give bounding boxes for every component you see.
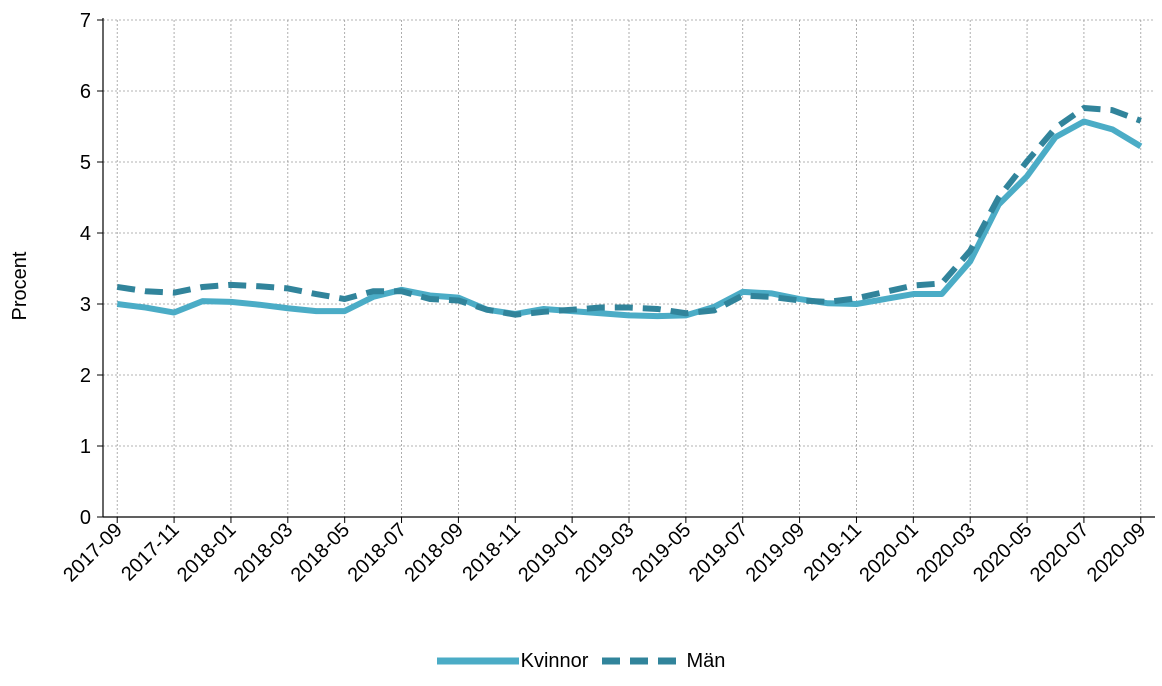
- x-tick-label: 2017-11: [117, 519, 183, 585]
- x-tick-label: 2020-07: [1026, 519, 1093, 586]
- legend-swatch-dashed: [602, 657, 685, 665]
- y-tick-label: 5: [80, 152, 91, 174]
- x-tick-label: 2019-01: [514, 519, 581, 586]
- y-tick-label: 4: [80, 223, 91, 245]
- legend-label-man: Män: [686, 649, 726, 672]
- series-lines: [116, 105, 1143, 320]
- x-tick-label: 2018-11: [458, 519, 524, 585]
- x-tick-label: 2019-03: [571, 519, 638, 586]
- series-line-kvinnor: [116, 118, 1143, 320]
- x-tick-label: 2019-05: [628, 519, 695, 586]
- x-tick-label: 2019-11: [800, 519, 866, 585]
- x-tick-label: 2020-09: [1083, 519, 1150, 586]
- legend-swatch-solid: [436, 657, 519, 665]
- x-tick-label: 2018-05: [287, 519, 354, 586]
- y-tick-label: 0: [80, 507, 91, 529]
- y-axis-title: Procent: [9, 251, 31, 320]
- legend-item-man: Män: [602, 650, 725, 673]
- x-tick-label: 2020-01: [855, 519, 922, 586]
- x-tick-label: 2020-05: [969, 519, 1036, 586]
- gridlines: [103, 19, 1155, 517]
- series-line-man: [116, 105, 1142, 318]
- y-tick-label: 6: [80, 81, 91, 103]
- y-tick-label: 3: [80, 294, 91, 316]
- tick-labels: 012345672017-092017-112018-012018-032018…: [59, 10, 1150, 586]
- y-tick-label: 7: [80, 10, 91, 32]
- x-tick-label: 2018-01: [173, 519, 240, 586]
- legend-label-kvinnor: Kvinnor: [520, 649, 589, 672]
- legend-item-kvinnor: Kvinnor: [436, 649, 589, 673]
- x-tick-label: 2018-07: [344, 519, 411, 586]
- x-tick-label: 2018-03: [230, 519, 297, 586]
- y-tick-label: 1: [80, 436, 91, 458]
- x-tick-label: 2017-09: [59, 519, 126, 586]
- x-tick-label: 2019-07: [685, 519, 752, 586]
- x-tick-label: 2018-09: [400, 519, 467, 586]
- axes: [97, 18, 1155, 523]
- x-tick-label: 2019-09: [742, 519, 809, 586]
- legend: Kvinnor Män: [0, 646, 1162, 676]
- x-tick-label: 2020-03: [912, 519, 979, 586]
- y-tick-label: 2: [80, 365, 91, 387]
